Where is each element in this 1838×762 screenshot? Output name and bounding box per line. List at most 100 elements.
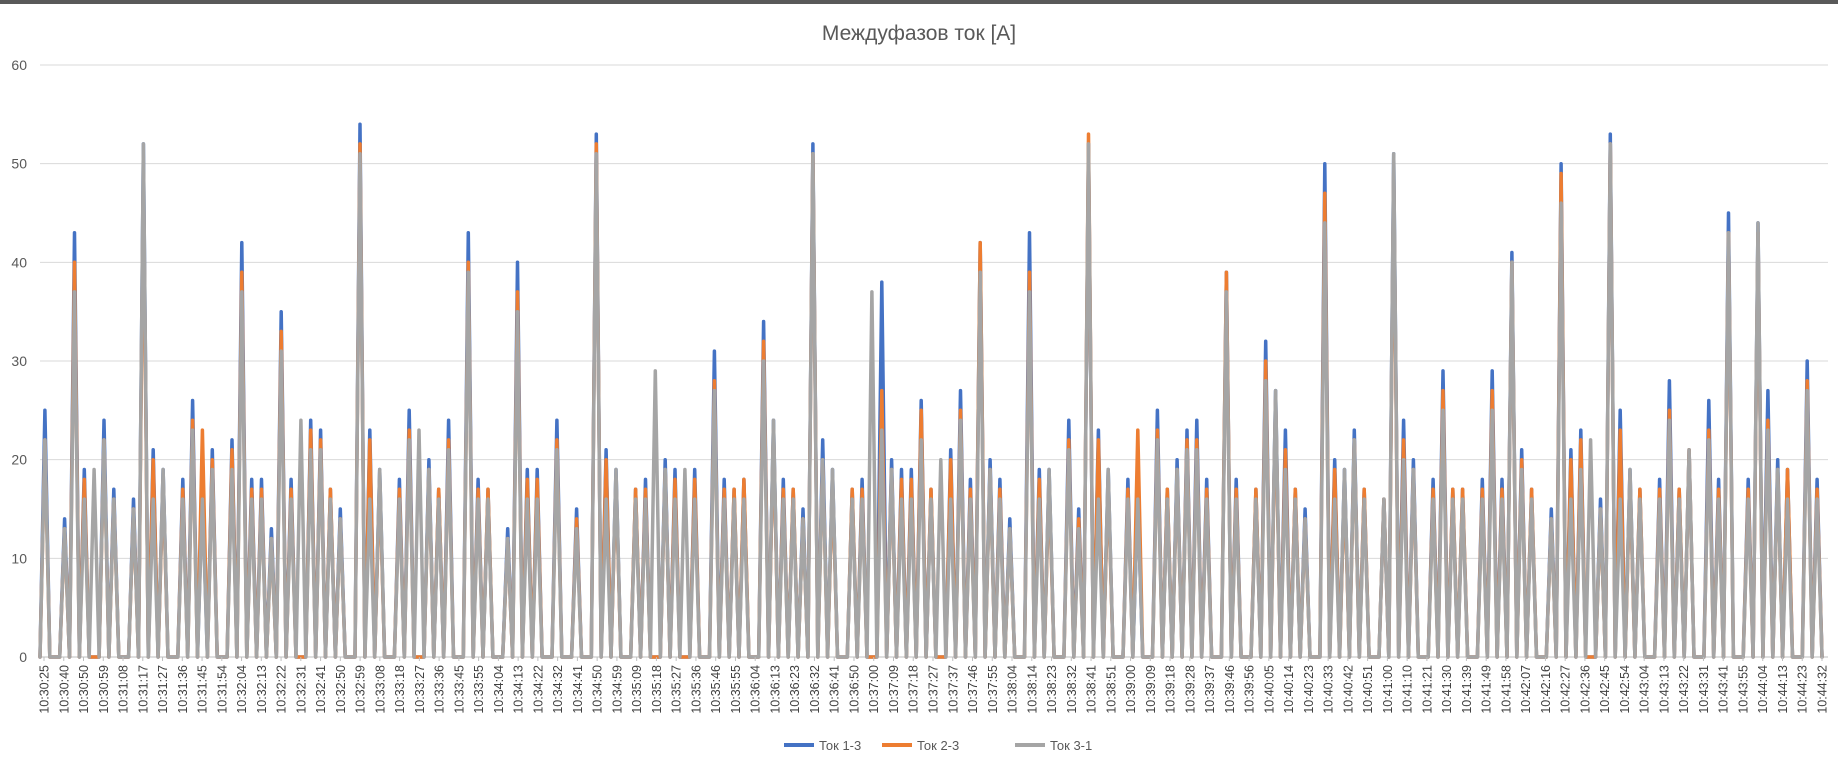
- x-tick-label: 10:40:51: [1361, 665, 1375, 714]
- y-tick-label: 20: [11, 452, 27, 468]
- x-tick-label: 10:31:08: [117, 665, 131, 714]
- x-tick-label: 10:37:09: [887, 665, 901, 714]
- x-tick-label: 10:31:36: [176, 665, 190, 714]
- x-tick-label: 10:38:14: [1025, 665, 1039, 714]
- y-tick-label: 50: [11, 156, 27, 172]
- x-tick-label: 10:43:41: [1717, 665, 1731, 714]
- x-tick-label: 10:43:04: [1638, 665, 1652, 714]
- x-tick-label: 10:40:14: [1282, 665, 1296, 714]
- x-tick-label: 10:33:08: [373, 665, 387, 714]
- y-tick-label: 10: [11, 550, 27, 566]
- x-tick-label: 10:35:36: [689, 665, 703, 714]
- x-tick-label: 10:37:37: [946, 665, 960, 714]
- x-tick-label: 10:38:51: [1104, 665, 1118, 714]
- x-tick-label: 10:39:00: [1124, 665, 1138, 714]
- x-tick-label: 10:38:23: [1045, 665, 1059, 714]
- x-tick-label: 10:41:58: [1499, 665, 1513, 714]
- x-tick-label: 10:31:27: [156, 665, 170, 714]
- x-tick-label: 10:44:04: [1756, 665, 1770, 714]
- x-tick-label: 10:34:22: [531, 665, 545, 714]
- x-tick-label: 10:38:41: [1085, 665, 1099, 714]
- x-tick-label: 10:40:05: [1262, 665, 1276, 714]
- x-tick-label: 10:44:32: [1816, 665, 1830, 714]
- y-axis-ticks: 0 10 20 30 40 50 60: [11, 57, 27, 665]
- x-tick-label: 10:39:46: [1223, 665, 1237, 714]
- x-tick-label: 10:34:13: [512, 665, 526, 714]
- x-tick-label: 10:41:21: [1420, 665, 1434, 714]
- x-tick-label: 10:38:32: [1065, 665, 1079, 714]
- x-tick-label: 10:30:59: [97, 665, 111, 714]
- x-tick-label: 10:42:54: [1618, 665, 1632, 714]
- x-tick-label: 10:44:13: [1776, 665, 1790, 714]
- x-tick-label: 10:30:25: [38, 665, 52, 714]
- x-tick-label: 10:31:45: [196, 665, 210, 714]
- x-tick-label: 10:32:22: [275, 665, 289, 714]
- y-tick-label: 40: [11, 254, 27, 270]
- x-tick-label: 10:38:04: [1006, 665, 1020, 714]
- x-tick-label: 10:36:13: [768, 665, 782, 714]
- x-tick-label: 10:36:23: [788, 665, 802, 714]
- series-line: [38, 142, 1824, 659]
- legend-label: Ток 3-1: [1050, 738, 1092, 753]
- x-tick-label: 10:43:13: [1657, 665, 1671, 714]
- x-tick-label: 10:36:41: [828, 665, 842, 714]
- x-tick-label: 10:43:31: [1697, 665, 1711, 714]
- x-tick-label: 10:37:55: [986, 665, 1000, 714]
- x-tick-label: 10:34:59: [610, 665, 624, 714]
- x-tick-label: 10:42:36: [1578, 665, 1592, 714]
- legend-label: Ток 1-3: [819, 738, 861, 753]
- x-tick-label: 10:36:04: [749, 665, 763, 714]
- x-tick-label: 10:32:31: [294, 665, 308, 714]
- x-axis-ticks: 10:30:25 10:30:40 10:30:50 10:30:59 10:31:08…: [38, 657, 1830, 714]
- x-tick-label: 10:33:36: [433, 665, 447, 714]
- x-tick-label: 10:41:39: [1460, 665, 1474, 714]
- x-tick-label: 10:42:27: [1559, 665, 1573, 714]
- x-tick-label: 10:36:50: [847, 665, 861, 714]
- chart-title: Междуфазов ток [A]: [822, 22, 1016, 45]
- x-tick-label: 10:35:55: [729, 665, 743, 714]
- x-tick-label: 10:35:27: [670, 665, 684, 714]
- x-tick-label: 10:32:41: [314, 665, 328, 714]
- x-tick-label: 10:37:18: [907, 665, 921, 714]
- x-tick-label: 10:39:56: [1243, 665, 1257, 714]
- x-tick-label: 10:33:55: [472, 665, 486, 714]
- x-tick-label: 10:42:16: [1539, 665, 1553, 714]
- x-tick-label: 10:35:18: [650, 665, 664, 714]
- x-tick-label: 10:37:00: [867, 665, 881, 714]
- x-tick-label: 10:32:13: [255, 665, 269, 714]
- x-tick-label: 10:32:59: [354, 665, 368, 714]
- x-tick-label: 10:34:04: [492, 665, 506, 714]
- x-tick-label: 10:43:22: [1677, 665, 1691, 714]
- x-tick-label: 10:41:10: [1401, 665, 1415, 714]
- x-tick-label: 10:32:50: [334, 665, 348, 714]
- x-tick-label: 10:31:54: [215, 665, 229, 714]
- x-tick-label: 10:41:49: [1480, 665, 1494, 714]
- x-tick-label: 10:34:41: [571, 665, 585, 714]
- x-tick-label: 10:32:04: [235, 665, 249, 714]
- y-tick-label: 60: [11, 57, 27, 73]
- x-tick-label: 10:39:28: [1183, 665, 1197, 714]
- x-tick-label: 10:34:32: [551, 665, 565, 714]
- x-tick-label: 10:35:46: [709, 665, 723, 714]
- x-tick-label: 10:30:40: [57, 665, 71, 714]
- x-tick-label: 10:30:50: [77, 665, 91, 714]
- x-tick-label: 10:42:45: [1598, 665, 1612, 714]
- x-tick-label: 10:43:55: [1736, 665, 1750, 714]
- x-tick-label: 10:39:09: [1144, 665, 1158, 714]
- legend-label: Ток 2-3: [917, 738, 959, 753]
- y-tick-label: 30: [11, 353, 27, 369]
- x-tick-label: 10:37:27: [927, 665, 941, 714]
- x-tick-label: 10:42:07: [1519, 665, 1533, 714]
- x-tick-label: 10:39:18: [1164, 665, 1178, 714]
- x-tick-label: 10:44:23: [1796, 665, 1810, 714]
- x-tick-label: 10:33:45: [452, 665, 466, 714]
- x-tick-label: 10:40:23: [1302, 665, 1316, 714]
- top-border: [0, 0, 1838, 4]
- x-tick-label: 10:41:00: [1381, 665, 1395, 714]
- x-tick-label: 10:41:30: [1440, 665, 1454, 714]
- x-tick-label: 10:36:32: [808, 665, 822, 714]
- y-tick-label: 0: [19, 649, 27, 665]
- legend: Ток 1-3 Ток 2-3 Ток 3-1: [784, 738, 1092, 753]
